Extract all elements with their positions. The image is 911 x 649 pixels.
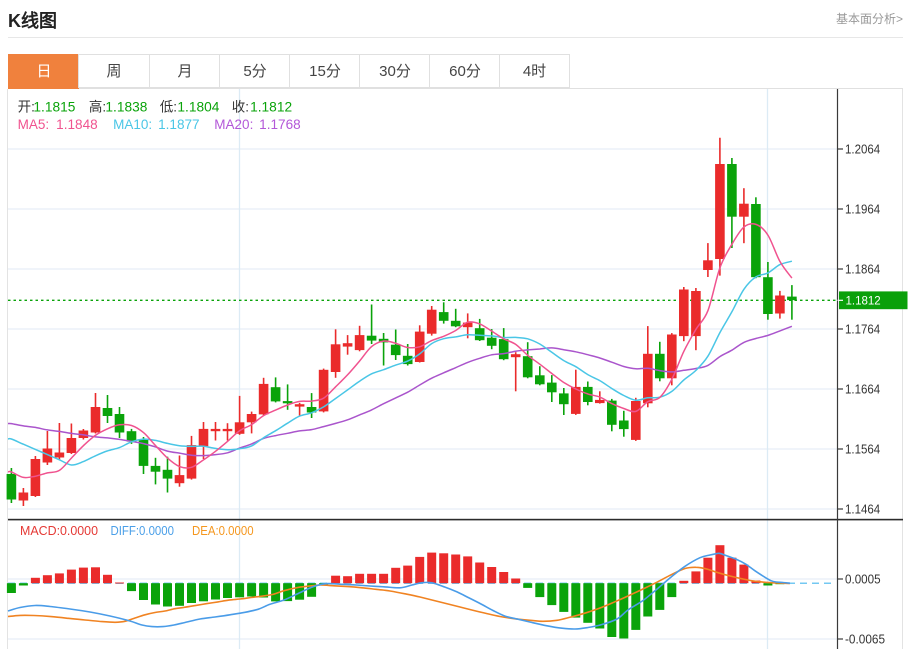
svg-text:开:: 开:	[18, 99, 35, 114]
svg-text:MA10:: MA10:	[113, 117, 152, 132]
svg-text:MACD:0.0000: MACD:0.0000	[20, 523, 98, 538]
svg-text:低:: 低:	[160, 99, 177, 114]
svg-text:收:: 收:	[232, 99, 249, 114]
svg-text:1.1838: 1.1838	[105, 99, 147, 114]
svg-text:1.1812: 1.1812	[250, 99, 292, 114]
svg-text:-0.0065: -0.0065	[845, 632, 885, 647]
svg-text:1.1877: 1.1877	[158, 117, 200, 132]
svg-text:1.1815: 1.1815	[33, 99, 75, 114]
svg-text:0.0005: 0.0005	[845, 572, 881, 587]
svg-text:1.1848: 1.1848	[56, 117, 97, 132]
svg-text:1.1804: 1.1804	[177, 99, 219, 114]
svg-text:1.1812: 1.1812	[846, 296, 881, 308]
svg-text:1.1564: 1.1564	[845, 442, 880, 457]
svg-text:1.1664: 1.1664	[845, 382, 880, 397]
svg-text:DEA:0.0000: DEA:0.0000	[192, 523, 254, 538]
svg-text:MA5:: MA5:	[18, 117, 50, 132]
svg-text:1.1464: 1.1464	[845, 502, 880, 517]
svg-text:1.1964: 1.1964	[845, 202, 880, 217]
svg-text:1.1764: 1.1764	[845, 322, 880, 337]
svg-text:DIFF:0.0000: DIFF:0.0000	[111, 523, 175, 538]
svg-text:1.1864: 1.1864	[845, 262, 880, 277]
svg-text:MA20:: MA20:	[214, 117, 253, 132]
svg-text:1.2064: 1.2064	[845, 142, 880, 157]
svg-text:1.1768: 1.1768	[259, 117, 301, 132]
svg-text:高:: 高:	[89, 98, 106, 114]
